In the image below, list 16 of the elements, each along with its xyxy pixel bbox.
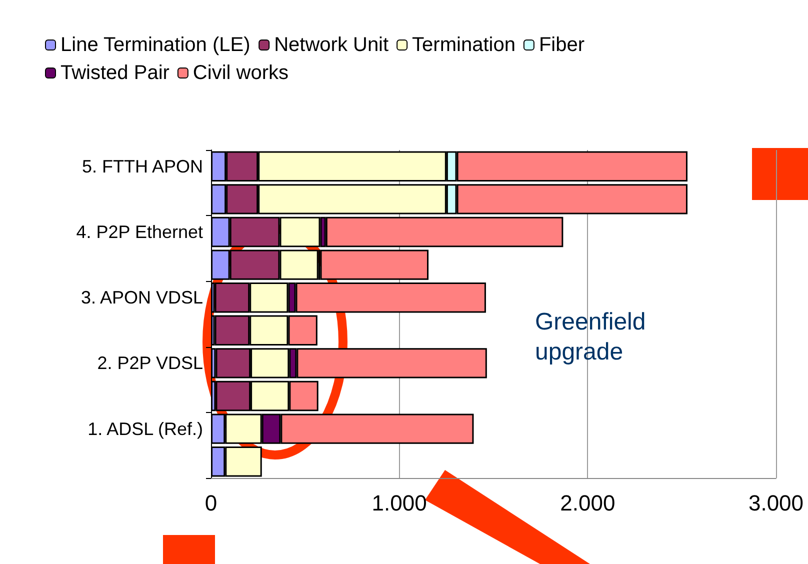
y-tick-label: 1. ADSL (Ref.) <box>88 418 203 439</box>
y-tick-label: 5. FTTH APON <box>82 156 203 176</box>
legend-label: Line Termination (LE) <box>60 34 250 56</box>
legend-label: Twisted Pair <box>60 62 170 84</box>
x-tick-label: 2.000 <box>560 490 616 516</box>
legend-label: Network Unit <box>274 34 390 56</box>
y-tick-label: 3. APON VDSL <box>80 288 203 308</box>
x-tick-label: 1.000 <box>372 490 427 516</box>
x-tick-label: 3.000 <box>748 490 804 516</box>
x-tick-label: 0 <box>204 490 218 516</box>
annotation: Greenfield upgrade <box>535 308 646 366</box>
legend-label: Termination <box>412 34 516 56</box>
legend-label: Civil works <box>192 62 288 84</box>
y-tick-label: 2. P2P VDSL <box>97 353 203 374</box>
y-tick-label: 4. P2P Ethernet <box>76 222 203 242</box>
legend-label: Fiber <box>538 34 585 56</box>
